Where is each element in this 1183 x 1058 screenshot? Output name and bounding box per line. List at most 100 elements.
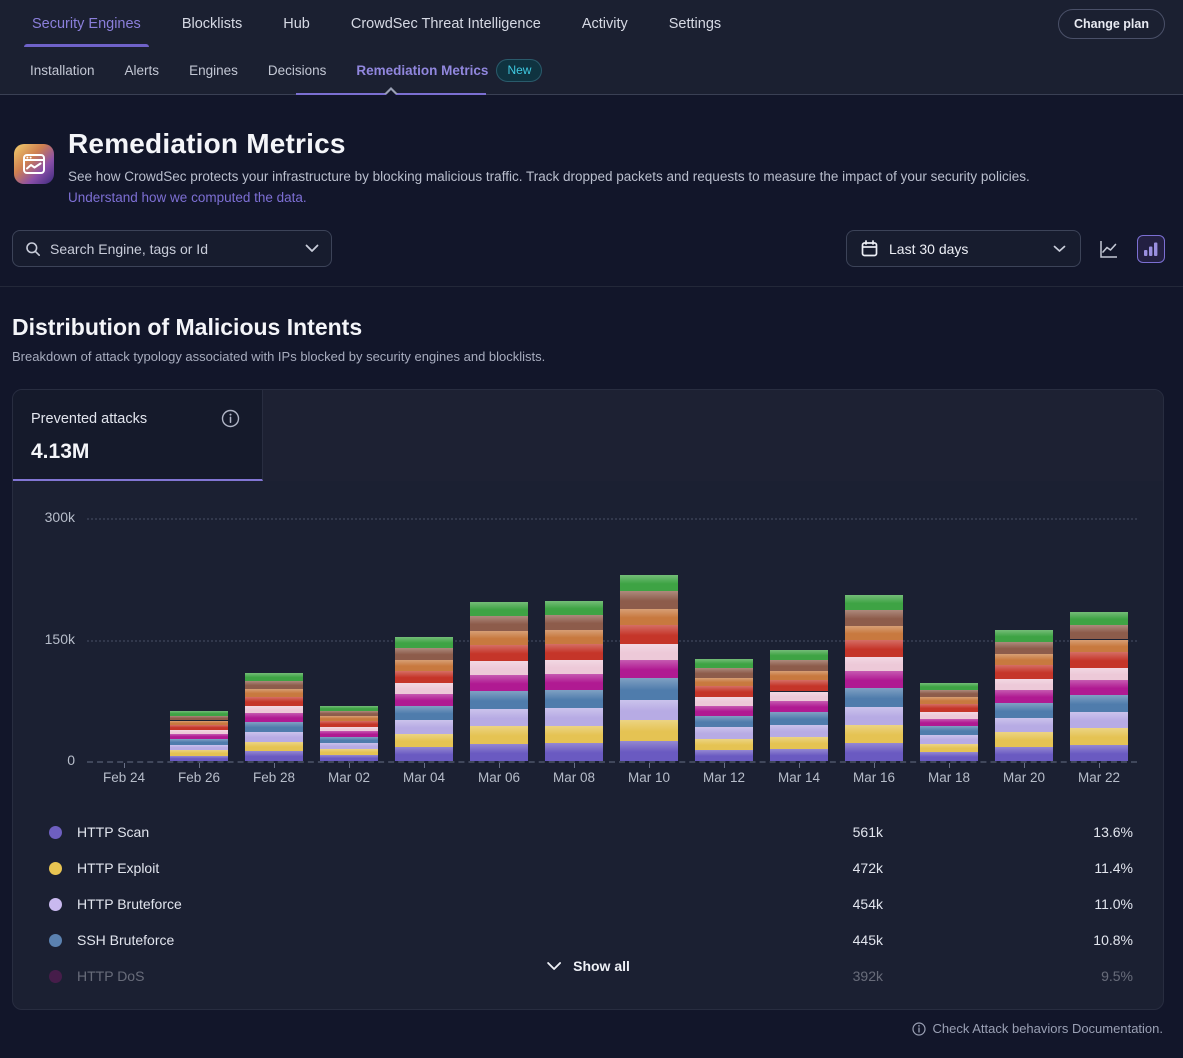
bar-segment-HTTP Exploit[interactable] [545,726,603,744]
bar-segment-unlabeled-orange[interactable] [920,697,978,704]
bar-segment-unlabeled-red[interactable] [170,725,228,730]
bar-segment-unlabeled-orange[interactable] [395,660,453,670]
bar-segment-unlabeled-pink[interactable] [995,679,1053,690]
subnav-item-alerts[interactable]: Alerts [125,47,160,95]
show-all-button[interactable]: Show all [546,958,630,974]
bar-segment-HTTP Bruteforce[interactable] [245,732,303,742]
bar-segment-unlabeled-brown[interactable] [245,681,303,689]
bar-segment-unlabeled-brown[interactable] [695,668,753,678]
bar-segment-HTTP Exploit[interactable] [1070,728,1128,744]
legend-row[interactable]: HTTP Exploit472k11.4% [49,850,1133,886]
date-range-select[interactable]: Last 30 days [846,230,1081,267]
bar-segment-unlabeled-green[interactable] [320,706,378,711]
bar-segment-unlabeled-orange[interactable] [545,630,603,644]
bar-segment-HTTP Scan[interactable] [320,755,378,761]
subnav-item-decisions[interactable]: Decisions [268,47,327,95]
bar-segment-HTTP Scan[interactable] [245,751,303,761]
subnav-item-engines[interactable]: Engines [189,47,238,95]
change-plan-button[interactable]: Change plan [1058,9,1165,39]
bar-segment-unlabeled-pink[interactable] [395,683,453,693]
nav-item-activity[interactable]: Activity [580,0,630,47]
bar-segment-unlabeled-brown[interactable] [845,610,903,626]
legend-row[interactable]: HTTP Scan561k13.6% [49,814,1133,850]
bar-segment-unlabeled-green[interactable] [395,637,453,648]
stacked-bar-chart[interactable]: 0150k300kFeb 24Feb 26Feb 28Mar 02Mar 04M… [13,481,1164,801]
bar-segment-unlabeled-green[interactable] [170,711,228,715]
bar-segment-unlabeled-pink[interactable] [170,730,228,734]
bar-segment-HTTP DoS[interactable] [245,713,303,722]
bar-segment-unlabeled-pink[interactable] [320,727,378,732]
bar-segment-HTTP Scan[interactable] [920,752,978,761]
bar-segment-unlabeled-green[interactable] [545,601,603,615]
bar-segment-HTTP Scan[interactable] [620,741,678,761]
bar-segment-SSH Bruteforce[interactable] [620,678,678,699]
bar-segment-HTTP Bruteforce[interactable] [995,718,1053,732]
bar-segment-unlabeled-green[interactable] [620,575,678,592]
bar-segment-unlabeled-brown[interactable] [320,711,378,716]
bar-segment-HTTP DoS[interactable] [320,731,378,736]
bar-segment-HTTP Exploit[interactable] [320,749,378,755]
bar-segment-HTTP Bruteforce[interactable] [470,709,528,726]
bar-segment-HTTP Bruteforce[interactable] [1070,712,1128,728]
bar-segment-unlabeled-orange[interactable] [695,678,753,687]
bar-segment-unlabeled-brown[interactable] [620,591,678,609]
bar-segment-unlabeled-red[interactable] [245,697,303,706]
bar-segment-HTTP Bruteforce[interactable] [320,743,378,749]
bar-segment-unlabeled-green[interactable] [770,650,828,660]
bar-segment-unlabeled-orange[interactable] [470,631,528,644]
bar-segment-unlabeled-brown[interactable] [1070,625,1128,639]
legend-row[interactable]: SSH Bruteforce445k10.8% [49,922,1133,958]
bar-segment-unlabeled-pink[interactable] [245,706,303,713]
bar-segment-unlabeled-pink[interactable] [1070,668,1128,681]
bar-segment-SSH Bruteforce[interactable] [920,726,978,735]
bar-segment-unlabeled-pink[interactable] [770,692,828,701]
bar-segment-HTTP Exploit[interactable] [845,725,903,743]
nav-item-settings[interactable]: Settings [667,0,723,47]
bar-segment-unlabeled-brown[interactable] [920,690,978,697]
bar-segment-unlabeled-red[interactable] [545,644,603,661]
bar-segment-HTTP Bruteforce[interactable] [545,708,603,726]
bar-segment-HTTP Exploit[interactable] [170,750,228,755]
bar-segment-HTTP DoS[interactable] [770,701,828,712]
bar-segment-SSH Bruteforce[interactable] [320,737,378,743]
bar-segment-HTTP Exploit[interactable] [470,726,528,743]
bar-segment-unlabeled-orange[interactable] [170,721,228,725]
bar-segment-HTTP DoS[interactable] [395,694,453,706]
bar-segment-HTTP DoS[interactable] [545,674,603,690]
bar-segment-HTTP Scan[interactable] [170,756,228,761]
bar-segment-SSH Bruteforce[interactable] [1070,695,1128,712]
bar-segment-HTTP DoS[interactable] [845,671,903,688]
prevented-attacks-tab[interactable]: Prevented attacks 4.13M [13,390,263,481]
bar-segment-SSH Bruteforce[interactable] [695,716,753,728]
nav-item-blocklists[interactable]: Blocklists [180,0,244,47]
nav-item-hub[interactable]: Hub [281,0,312,47]
bar-segment-unlabeled-green[interactable] [995,630,1053,642]
bar-segment-HTTP Scan[interactable] [845,743,903,761]
bar-segment-unlabeled-red[interactable] [620,625,678,644]
bar-segment-unlabeled-pink[interactable] [695,697,753,706]
line-chart-view-button[interactable] [1095,235,1123,263]
bar-segment-HTTP DoS[interactable] [470,675,528,691]
bar-segment-unlabeled-red[interactable] [320,721,378,727]
bar-segment-HTTP Scan[interactable] [995,747,1053,761]
bar-segment-HTTP Bruteforce[interactable] [770,725,828,737]
bar-segment-unlabeled-pink[interactable] [920,712,978,719]
bar-segment-HTTP Exploit[interactable] [245,742,303,752]
bar-segment-SSH Bruteforce[interactable] [995,703,1053,718]
bar-segment-HTTP DoS[interactable] [920,719,978,727]
bar-segment-unlabeled-orange[interactable] [320,716,378,721]
bar-segment-unlabeled-pink[interactable] [545,660,603,674]
bar-segment-HTTP Exploit[interactable] [770,737,828,749]
bar-segment-HTTP DoS[interactable] [170,734,228,739]
bar-segment-HTTP Scan[interactable] [395,747,453,761]
bar-segment-unlabeled-red[interactable] [695,686,753,697]
bar-segment-HTTP Exploit[interactable] [695,739,753,750]
bar-segment-HTTP DoS[interactable] [995,690,1053,703]
bar-segment-unlabeled-green[interactable] [695,659,753,668]
bar-segment-unlabeled-orange[interactable] [995,654,1053,665]
bar-segment-unlabeled-green[interactable] [920,683,978,690]
bar-segment-unlabeled-pink[interactable] [470,661,528,674]
bar-segment-HTTP Scan[interactable] [470,744,528,761]
bar-segment-unlabeled-brown[interactable] [395,648,453,660]
bar-segment-HTTP Scan[interactable] [545,743,603,761]
